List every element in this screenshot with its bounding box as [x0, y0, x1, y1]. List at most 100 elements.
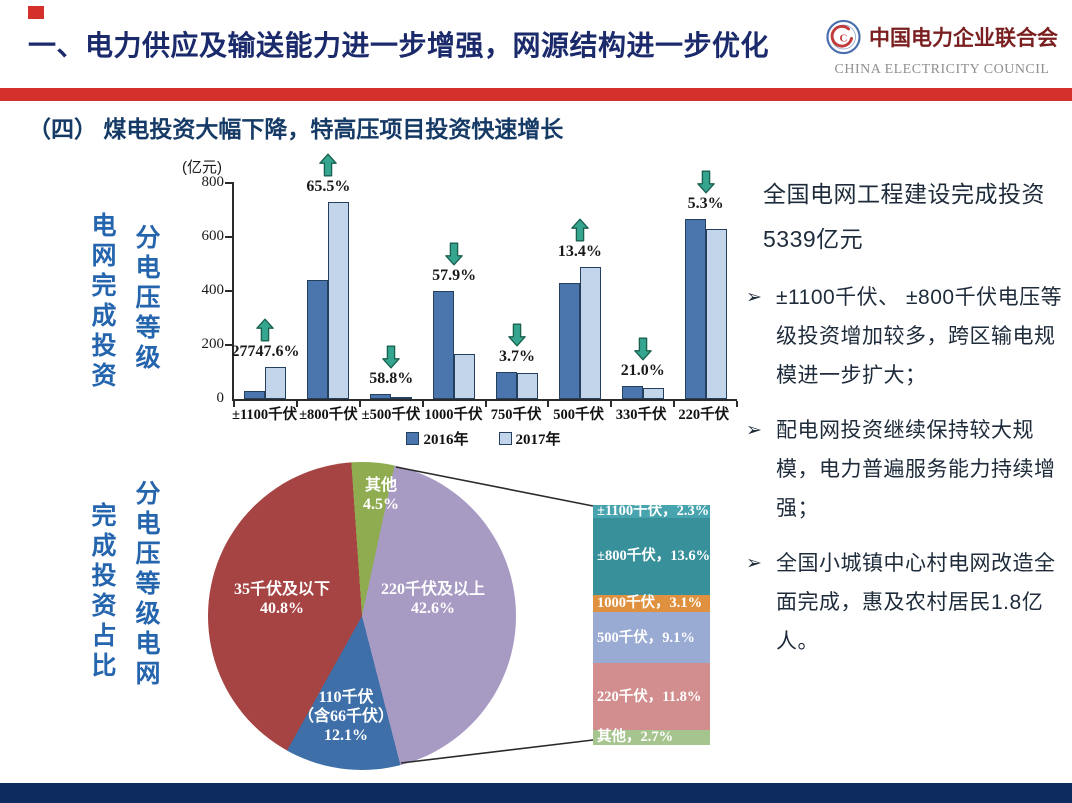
bar-2016	[558, 282, 580, 399]
bar-2016	[370, 393, 392, 399]
section-subtitle: （四） 煤电投资大幅下降，特高压项目投资快速增长	[28, 116, 564, 142]
x-axis-category-labels: ±1100千伏 ±800千伏 ±500千伏 1000千伏 750千伏 500千伏 330千伏…	[232, 403, 735, 424]
bar-2017	[391, 396, 413, 399]
stacked-breakout-bar: ±1100千伏，2.3% ±800千伏，13.6% 1000千伏，3.1% 500千伏…	[593, 503, 711, 746]
bar-group: 58.8%	[360, 183, 423, 399]
stack-segment: 其他，2.7%	[593, 729, 710, 746]
legend-label: 2017年	[515, 432, 561, 448]
stack-segment-label: ±800千伏，13.6%	[597, 548, 711, 565]
x-tick-mark	[610, 401, 613, 407]
cec-emblem-icon: C	[826, 19, 861, 55]
pie-slice-label-35kv-below: 35千伏及以下 40.8%	[233, 581, 330, 617]
bullet-arrow-icon: ➢	[746, 553, 762, 574]
logo-name-cn: 中国电力企业联合会	[869, 27, 1058, 50]
bar-group: 5.3%	[674, 170, 737, 399]
bullet-text: 配电网投资继续保持较大规模，电力普遍服务能力持续增强；	[776, 419, 1056, 520]
x-category-label: 220千伏	[678, 407, 730, 423]
change-annotation: 5.3%	[660, 170, 751, 213]
bullet-arrow-icon: ➢	[746, 287, 762, 308]
bar-2016	[495, 372, 517, 399]
stack-segment: 220千伏，11.8%	[593, 663, 710, 730]
legend-item: 2017年	[498, 428, 561, 449]
pie-slice-label-110kv: 110千伏 （含66千伏） 12.1%	[297, 689, 394, 744]
stack-segment: ±1100千伏，2.3%	[593, 503, 710, 520]
bar-section-label-1: 电网完成投资	[88, 212, 116, 392]
pie-section-label-1: 完成投资占比	[88, 502, 116, 682]
change-arrow-down-icon	[696, 170, 715, 194]
bar-2016	[684, 219, 706, 399]
legend-item: 2016年	[406, 428, 469, 449]
bar-2017	[579, 266, 601, 399]
x-tick-mark	[547, 401, 550, 407]
summary-bullet-list: ➢ ±1100千伏、 ±800千伏电压等级投资增加较多，跨区输电规模进一步扩大； ➢…	[746, 278, 1064, 661]
change-arrow-up-icon	[319, 153, 338, 177]
x-tick-mark	[421, 401, 424, 407]
change-annotation: 21.0%	[597, 337, 688, 380]
summary-bullet: ➢ ±1100千伏、 ±800千伏电压等级投资增加较多，跨区输电规模进一步扩大；	[746, 278, 1064, 395]
legend-swatch	[406, 432, 420, 445]
y-axis-unit-label: (亿元)	[182, 159, 222, 176]
red-accent-chip	[28, 6, 44, 19]
y-tick-mark	[225, 344, 234, 346]
bullet-arrow-icon: ➢	[746, 420, 762, 441]
x-tick-mark	[673, 401, 676, 407]
change-percent-label: 3.7%	[498, 348, 535, 365]
bar-2016	[621, 385, 643, 399]
y-tick-label: 600	[201, 228, 225, 244]
change-arrow-down-icon	[633, 337, 652, 360]
logo-name-en: CHINA ELECTRICITY COUNCIL	[834, 62, 1050, 77]
bar-group: 27747.6%	[231, 183, 299, 399]
summary-panel: 全国电网工程建设完成投资5339亿元 ➢ ±1100千伏、 ±800千伏电压等级投…	[746, 172, 1064, 677]
stack-segment: 1000千伏，3.1%	[593, 594, 710, 613]
y-tick-label: 800	[201, 174, 225, 190]
x-category-label: 330千伏	[615, 407, 667, 423]
x-tick-mark	[295, 401, 298, 407]
change-arrow-up-icon	[571, 218, 589, 242]
y-tick-mark	[225, 182, 234, 184]
stack-segment: 500千伏，9.1%	[593, 612, 710, 664]
y-tick-label: 200	[201, 336, 225, 352]
change-percent-label: 65.5%	[306, 177, 351, 195]
bullet-text: 全国小城镇中心村电网改造全面完成，惠及农村居民1.8亿人。	[776, 552, 1056, 653]
x-category-label: 500千伏	[553, 407, 604, 423]
y-tick-mark	[225, 290, 234, 292]
change-annotation: 3.7%	[472, 323, 563, 366]
change-percent-label: 57.9%	[432, 267, 477, 284]
y-tick-mark	[225, 236, 234, 238]
x-category-label: ±800千伏	[299, 407, 358, 423]
change-annotation: 65.5%	[283, 153, 374, 196]
stack-segment-label: 500千伏，9.1%	[597, 629, 695, 646]
x-tick-mark	[736, 401, 738, 407]
svg-text:C: C	[840, 32, 848, 44]
bar-group: 57.9%	[423, 183, 486, 399]
header-divider	[0, 88, 1072, 101]
stack-segment: ±800千伏，13.6%	[593, 517, 711, 595]
change-percent-label: 27747.6%	[231, 342, 300, 360]
change-annotation: 58.8%	[346, 345, 437, 388]
bar-group: 3.7%	[486, 183, 549, 399]
change-arrow-down-icon	[382, 345, 400, 369]
bar-group: 21.0%	[611, 183, 674, 399]
bar-2017	[642, 388, 664, 399]
pie-slice-label-other: 其他 4.5%	[363, 477, 399, 513]
legend-label: 2016年	[423, 432, 469, 448]
x-category-label: 750千伏	[490, 407, 542, 423]
grouped-bar-chart: 27747.6% 65.5% 58.8% 57.9% 3.7% 13.4% 21.0% 5.3…	[225, 153, 738, 407]
change-annotation: 57.9%	[409, 242, 500, 285]
stack-segment-label: ±1100千伏，2.3%	[597, 503, 710, 520]
stack-segment-label: 其他，2.7%	[597, 729, 674, 746]
bar-2016	[307, 280, 329, 399]
x-tick-mark	[484, 401, 487, 407]
bar-2017	[265, 366, 287, 399]
change-percent-label: 13.4%	[557, 242, 602, 260]
bar-group: 13.4%	[548, 183, 611, 399]
bullet-text: ±1100千伏、 ±800千伏电压等级投资增加较多，跨区输电规模进一步扩大；	[776, 286, 1063, 387]
footer-bar	[0, 783, 1072, 803]
stack-segment-label: 220千伏，11.8%	[597, 688, 702, 705]
bar-chart-legend: 2016年 2017年	[232, 428, 735, 449]
legend-swatch	[498, 432, 512, 445]
bar-2017	[516, 373, 538, 399]
bar-group: 65.5%	[297, 153, 360, 399]
x-category-label: 1000千伏	[424, 407, 483, 423]
change-annotation: 27747.6%	[220, 318, 311, 361]
